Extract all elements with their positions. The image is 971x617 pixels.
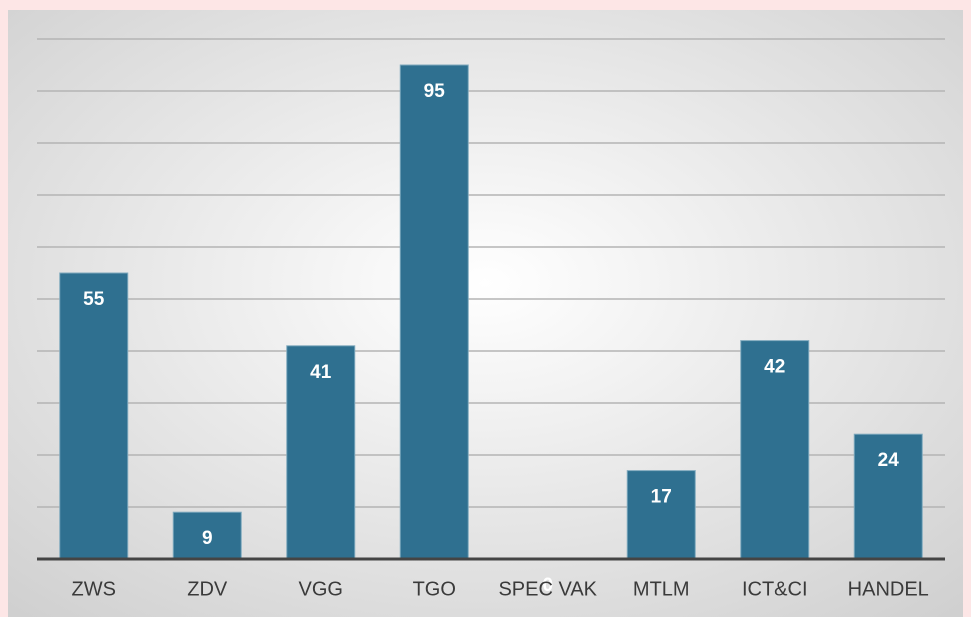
value-label: 0 — [542, 575, 553, 596]
value-label: 17 — [651, 487, 672, 508]
plot-background — [8, 10, 963, 617]
x-tick-label: SPEC VAK — [498, 578, 597, 600]
x-tick-label: MTLM — [633, 578, 690, 600]
bar — [172, 511, 242, 560]
value-label: 9 — [202, 528, 213, 549]
value-label: 24 — [878, 450, 900, 471]
x-tick-label: ZWS — [72, 578, 116, 600]
value-label: 41 — [310, 362, 332, 383]
x-tick-label: ZDV — [187, 578, 228, 600]
bar — [740, 340, 810, 560]
bar — [399, 64, 469, 560]
x-tick-label: ICT&CI — [742, 578, 808, 600]
bar — [59, 272, 129, 560]
x-tick-label: VGG — [299, 578, 343, 600]
x-tick-label: HANDEL — [848, 578, 929, 600]
bar — [626, 470, 696, 560]
value-label: 95 — [424, 81, 446, 102]
x-tick-label: TGO — [413, 578, 456, 600]
bar — [286, 345, 356, 560]
value-label: 55 — [83, 289, 105, 310]
bar — [853, 433, 923, 560]
value-label: 42 — [764, 357, 785, 378]
